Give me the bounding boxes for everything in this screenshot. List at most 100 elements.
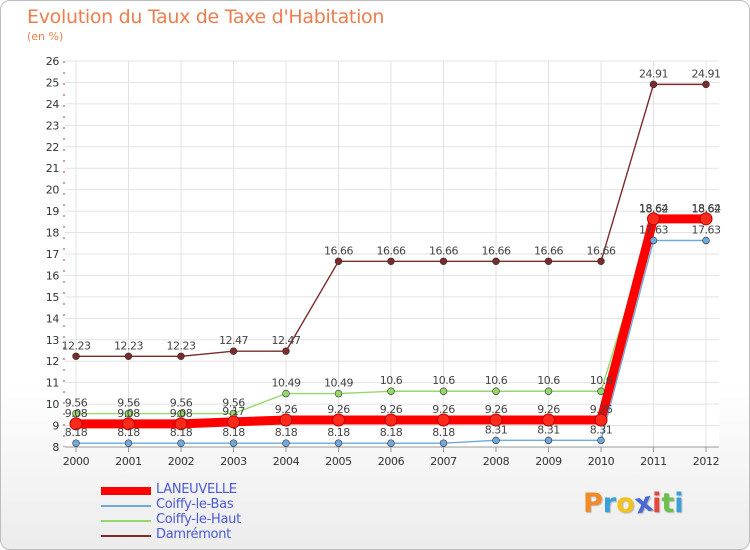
x-tick-label: 2004 (273, 455, 300, 468)
y-tick-label: 22 (46, 141, 59, 154)
data-points (69, 80, 713, 447)
legend-label: Damrémont (156, 527, 231, 542)
logo-letter: r (602, 488, 617, 519)
data-label: 9.56 (170, 397, 193, 410)
legend-swatch (101, 535, 151, 537)
data-point (387, 257, 395, 265)
y-tick-label: 10 (46, 398, 60, 411)
data-point (229, 347, 238, 355)
logo-letter: i (674, 488, 684, 519)
legend-swatch (101, 487, 151, 495)
data-label: 17.63 (639, 223, 668, 236)
data-label: 24.91 (692, 67, 721, 80)
data-label: 9.26 (590, 403, 613, 416)
y-tick-label: 21 (46, 162, 59, 175)
data-label: 18.62 (639, 202, 668, 215)
data-point (282, 347, 290, 355)
data-label: 9.26 (432, 403, 455, 416)
data-point (489, 413, 503, 427)
data-label: 8.31 (537, 423, 560, 436)
data-point (544, 436, 553, 445)
data-point (597, 436, 605, 445)
data-label: 16.66 (587, 244, 616, 257)
data-label: 8.31 (485, 423, 508, 436)
data-label: 12.47 (272, 334, 301, 347)
data-label: 12.23 (114, 339, 143, 352)
data-point (699, 212, 713, 226)
data-point (334, 257, 343, 265)
data-label: 9.26 (275, 403, 298, 416)
data-label: 12.23 (62, 339, 91, 352)
y-tick-label: 25 (46, 76, 60, 89)
x-tick-label: 2005 (325, 455, 352, 468)
y-tick-label: 15 (46, 291, 60, 304)
y-tick-label: 8 (52, 441, 59, 454)
y-tick-label: 20 (46, 184, 60, 197)
data-point (177, 409, 185, 418)
y-tick-label: 24 (46, 98, 60, 111)
data-point (439, 439, 448, 447)
y-tick-label: 14 (46, 312, 60, 325)
data-point (649, 80, 658, 89)
data-label: 9.08 (170, 407, 193, 420)
chart-title: Evolution du Taux de Taxe d'Habitation (27, 6, 385, 28)
data-point (282, 389, 290, 398)
data-point (177, 439, 185, 447)
data-point (332, 413, 345, 427)
data-label: 8.18 (380, 426, 403, 439)
data-label: 8.18 (275, 426, 298, 439)
data-label: 10.49 (324, 377, 353, 390)
data-point (597, 257, 605, 265)
x-tick-label: 2002 (168, 455, 194, 468)
data-labels: 12.23 12.23 12.23 12.47 12.47 16.66 16.66 16.66… (62, 67, 722, 439)
data-point (492, 436, 500, 445)
data-label: 9.26 (537, 403, 560, 416)
data-point (69, 417, 83, 431)
data-label: 9.08 (65, 407, 88, 420)
x-tick-label: 2008 (483, 455, 510, 468)
y-tick-label: 17 (46, 248, 60, 261)
y-tick-label: 12 (46, 355, 59, 368)
logo-letter: t (661, 488, 675, 519)
y-tick-label: 18 (46, 227, 60, 240)
data-label: 9.56 (65, 397, 88, 410)
data-point (384, 413, 398, 427)
data-point (227, 415, 240, 429)
data-point (72, 352, 80, 360)
data-point (124, 439, 133, 447)
data-label: 9.17 (222, 405, 245, 418)
data-point (544, 387, 553, 395)
data-point (387, 387, 395, 395)
data-point (649, 236, 658, 245)
data-label: 18.64 (692, 202, 721, 215)
data-point (174, 417, 188, 431)
data-label: 9.26 (327, 403, 350, 416)
data-label: 8.18 (432, 426, 455, 439)
data-point (279, 413, 293, 427)
data-label: 8.18 (117, 426, 140, 439)
data-label: 8.18 (222, 426, 245, 439)
data-label: 12.47 (219, 334, 248, 347)
data-point (177, 352, 185, 360)
data-label: 9.26 (485, 403, 508, 416)
data-label: 18.64 (639, 202, 668, 215)
y-tick-label: 26 (46, 55, 60, 68)
data-label: 10.6 (537, 374, 560, 387)
data-point (439, 387, 448, 395)
y-tick-label: 13 (46, 334, 60, 347)
x-tick-label: 2003 (220, 455, 247, 468)
x-tick-label: 2001 (115, 455, 141, 468)
legend-label: Coiffy-le-Haut (156, 512, 241, 527)
data-label: 10.6 (380, 374, 403, 387)
data-point (437, 413, 450, 427)
data-point (594, 413, 608, 427)
y-tick-label: 9 (52, 420, 59, 433)
data-label: 8.18 (170, 426, 193, 439)
x-tick-label: 2007 (430, 455, 457, 468)
data-label: 9.08 (117, 407, 140, 420)
y-tick-label: 16 (46, 269, 60, 282)
data-point (229, 439, 238, 447)
x-tick-label: 2009 (535, 455, 562, 468)
x-tick-label: 2012 (693, 455, 719, 468)
